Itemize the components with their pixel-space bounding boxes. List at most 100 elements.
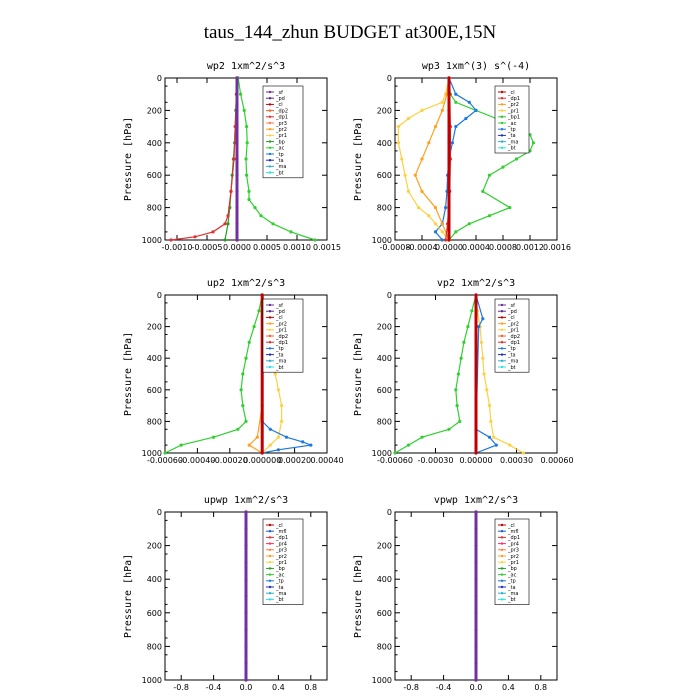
data-point bbox=[244, 419, 248, 423]
legend-marker bbox=[268, 365, 272, 369]
data-point bbox=[406, 443, 411, 447]
data-point bbox=[433, 230, 438, 234]
legend-marker bbox=[500, 353, 504, 356]
legend-marker bbox=[500, 121, 504, 125]
legend-marker bbox=[268, 347, 272, 350]
data-point bbox=[276, 448, 280, 452]
legend-entry: _ma bbox=[275, 359, 286, 365]
legend-entry: _sf bbox=[275, 303, 283, 309]
data-point bbox=[454, 100, 458, 104]
data-point bbox=[454, 125, 458, 129]
legend-marker bbox=[268, 554, 272, 558]
y-tick-label: 800 bbox=[377, 642, 392, 651]
x-tick-label: -0.0010 bbox=[162, 243, 193, 252]
legend-entry: _tp bbox=[507, 579, 516, 585]
legend-entry: _ta bbox=[275, 352, 284, 358]
data-point bbox=[470, 309, 474, 313]
series-line-ac bbox=[237, 77, 316, 241]
data-point bbox=[393, 451, 397, 455]
data-point bbox=[257, 309, 261, 313]
data-point bbox=[467, 222, 471, 226]
data-point bbox=[447, 173, 451, 177]
legend-marker bbox=[500, 328, 504, 331]
legend-entry: _bt bbox=[275, 597, 284, 603]
y-tick-label: 0 bbox=[387, 508, 392, 517]
data-point bbox=[235, 76, 239, 80]
legend-entry: _cl bbox=[507, 315, 515, 321]
x-tick-label: 0.00060 bbox=[540, 456, 573, 465]
legend-marker bbox=[268, 341, 272, 344]
legend-marker bbox=[268, 353, 272, 356]
legend-entry: _pd bbox=[275, 96, 285, 102]
legend-marker bbox=[268, 146, 272, 149]
data-point bbox=[474, 451, 478, 455]
legend-marker bbox=[268, 165, 272, 168]
legend-entry: _pr3 bbox=[275, 548, 287, 554]
data-point bbox=[458, 419, 462, 423]
y-axis-label: Pressure [hPa] bbox=[353, 332, 364, 416]
data-point bbox=[474, 108, 478, 112]
x-tick-label: 0.0010 bbox=[283, 243, 311, 252]
data-point bbox=[487, 435, 492, 439]
y-tick-label: 400 bbox=[147, 354, 162, 363]
legend-marker bbox=[500, 523, 504, 527]
data-point bbox=[276, 388, 280, 392]
legend-entry: _dp1 bbox=[275, 535, 288, 541]
legend-entry: _tp bbox=[275, 152, 284, 158]
panel-title: vpwp 1xm^2/s^3 bbox=[434, 495, 518, 506]
data-point bbox=[226, 222, 230, 226]
legend-entry: _pr1 bbox=[507, 560, 519, 566]
data-point bbox=[440, 230, 444, 234]
legend-marker bbox=[500, 585, 504, 589]
data-point bbox=[447, 141, 451, 145]
data-point bbox=[467, 100, 471, 104]
x-tick-label: 0.8 bbox=[304, 683, 317, 692]
legend-marker bbox=[268, 303, 272, 307]
legend-entry: _pr1 bbox=[507, 108, 519, 114]
data-point bbox=[447, 238, 451, 242]
legend-marker bbox=[268, 128, 272, 131]
legend-entry: _ac bbox=[507, 572, 517, 578]
legend-marker bbox=[268, 536, 272, 539]
y-tick-label: 600 bbox=[377, 609, 392, 618]
y-tick-label: 0 bbox=[387, 291, 392, 300]
y-tick-label: 400 bbox=[377, 139, 392, 148]
x-tick-label: 0.0016 bbox=[543, 243, 571, 252]
legend-marker bbox=[268, 598, 272, 601]
data-point bbox=[179, 443, 183, 447]
data-point bbox=[255, 435, 259, 439]
data-point bbox=[244, 678, 248, 682]
data-point bbox=[487, 404, 492, 408]
legend-marker bbox=[268, 328, 272, 331]
y-axis-label: Pressure [hPa] bbox=[123, 117, 134, 201]
data-point bbox=[211, 230, 215, 234]
legend-marker bbox=[268, 121, 272, 125]
legend-entry: _tp bbox=[507, 346, 516, 352]
legend-marker bbox=[500, 365, 504, 369]
data-point bbox=[444, 238, 448, 242]
legend-marker bbox=[500, 140, 504, 143]
y-tick-label: 0 bbox=[157, 291, 162, 300]
y-tick-label: 1000 bbox=[372, 236, 392, 245]
legend-entry: _pr2 bbox=[507, 321, 519, 327]
y-tick-label: 600 bbox=[147, 609, 162, 618]
data-point bbox=[487, 214, 492, 218]
y-tick-label: 400 bbox=[147, 575, 162, 584]
data-point bbox=[447, 76, 451, 80]
x-tick-label: 0.0005 bbox=[253, 243, 281, 252]
legend-marker bbox=[268, 322, 272, 325]
legend-entry: _mfl bbox=[507, 529, 519, 535]
x-tick-label: 0.4 bbox=[272, 683, 285, 692]
data-point bbox=[403, 173, 407, 177]
data-point bbox=[447, 427, 451, 431]
y-tick-label: 200 bbox=[377, 542, 392, 551]
legend-entry: _dp1 bbox=[507, 96, 520, 102]
data-point bbox=[163, 451, 167, 455]
x-tick-label: 0.00020 bbox=[278, 456, 311, 465]
data-point bbox=[247, 189, 251, 193]
legend-entry: _ma bbox=[507, 139, 518, 145]
data-point bbox=[455, 404, 459, 408]
legend-marker bbox=[268, 592, 272, 595]
legend-marker bbox=[500, 359, 504, 362]
legend-entry: _tp bbox=[275, 346, 284, 352]
